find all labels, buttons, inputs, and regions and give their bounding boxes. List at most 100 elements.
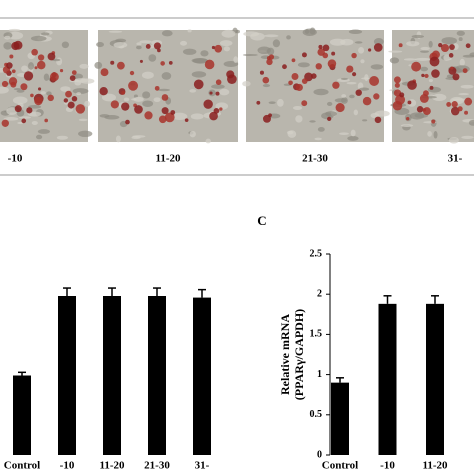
- lipid-droplet: [424, 73, 429, 79]
- lipid-droplet: [203, 99, 213, 109]
- lipid-droplet: [157, 48, 161, 53]
- cell-texture: [171, 112, 188, 121]
- lipid-droplet: [429, 85, 434, 90]
- lipid-droplet: [451, 101, 458, 108]
- cell-texture: [388, 50, 403, 53]
- cell-texture: [8, 28, 21, 32]
- lipid-droplet: [440, 43, 450, 53]
- cell-texture: [142, 100, 154, 107]
- lipid-droplet: [448, 53, 454, 58]
- cell-texture: [157, 88, 171, 92]
- cell-texture: [454, 65, 470, 73]
- cell-texture: [200, 50, 209, 57]
- cell-texture: [347, 135, 359, 141]
- lipid-droplet: [259, 70, 264, 75]
- lipid-droplet: [170, 110, 176, 115]
- cell-texture: [78, 130, 93, 138]
- cell-texture: [428, 78, 433, 83]
- cell-texture: [448, 136, 459, 144]
- lipid-droplet: [204, 59, 215, 70]
- panel-label: C: [257, 213, 266, 228]
- cell-texture: [28, 62, 34, 70]
- lipid-droplet: [65, 90, 72, 98]
- x-tick-label: -10: [380, 460, 395, 472]
- x-tick-label: 11-20: [99, 460, 125, 472]
- lipid-droplet: [168, 61, 173, 65]
- lipid-droplet: [6, 62, 13, 69]
- lipid-droplet: [47, 94, 54, 102]
- lipid-droplet: [161, 94, 169, 101]
- image-label: 11-20: [155, 153, 181, 165]
- cell-texture: [74, 78, 89, 83]
- cell-texture: [153, 97, 161, 103]
- cell-texture: [433, 130, 438, 139]
- lipid-droplet: [160, 61, 165, 66]
- cell-texture: [370, 64, 384, 70]
- cell-texture: [148, 54, 157, 62]
- cell-texture: [360, 59, 365, 64]
- cell-texture: [7, 31, 24, 40]
- cell-texture: [123, 97, 130, 102]
- lipid-droplet: [1, 119, 9, 127]
- lipid-droplet: [422, 108, 426, 112]
- cell-texture: [16, 89, 25, 93]
- cell-texture: [443, 54, 450, 61]
- cell-texture: [221, 29, 236, 38]
- lipid-droplet: [368, 48, 372, 52]
- cell-texture: [141, 71, 154, 79]
- cell-texture: [219, 88, 230, 96]
- cell-texture: [350, 129, 356, 137]
- cell-texture: [353, 109, 359, 116]
- lipid-droplet: [355, 89, 362, 96]
- cell-texture: [341, 94, 347, 98]
- lipid-droplet: [256, 100, 261, 105]
- cell-texture: [43, 73, 50, 81]
- y-axis-label: Relative mRNA: [278, 314, 292, 395]
- cell-texture: [0, 86, 9, 94]
- lipid-droplet: [21, 118, 27, 124]
- lipid-droplet: [394, 82, 400, 88]
- lipid-droplet: [121, 102, 130, 111]
- cell-texture: [411, 34, 424, 39]
- cell-texture: [287, 130, 297, 138]
- cell-texture: [389, 57, 400, 64]
- lipid-droplet: [318, 44, 323, 49]
- lipid-droplet: [457, 106, 463, 112]
- cell-texture: [79, 63, 89, 69]
- lipid-droplet: [158, 115, 167, 124]
- lipid-droplet: [419, 94, 429, 103]
- lipid-droplet: [327, 116, 332, 121]
- cell-texture: [4, 35, 11, 40]
- lipid-droplet: [34, 96, 43, 106]
- lipid-droplet: [411, 61, 422, 72]
- bar: [331, 382, 349, 455]
- cell-texture: [349, 94, 355, 99]
- bar: [426, 303, 444, 455]
- lipid-droplet: [37, 54, 45, 61]
- lipid-droplet: [431, 69, 440, 78]
- lipid-droplet: [407, 80, 417, 90]
- lipid-droplet: [209, 91, 213, 95]
- lipid-droplet: [399, 92, 405, 98]
- lipid-droplet: [38, 87, 42, 91]
- cell-texture: [3, 42, 12, 50]
- cell-texture: [139, 40, 152, 44]
- cell-texture: [60, 86, 71, 92]
- cell-texture: [233, 56, 239, 64]
- lipid-droplet: [26, 107, 33, 114]
- lipid-droplet: [346, 65, 354, 73]
- lipid-droplet: [153, 42, 161, 50]
- cell-texture: [133, 96, 144, 102]
- bar: [193, 297, 211, 455]
- cell-texture: [317, 127, 325, 132]
- cell-texture: [61, 41, 70, 49]
- lipid-droplet: [44, 118, 49, 123]
- cell-texture: [325, 111, 338, 117]
- lipid-droplet: [301, 100, 308, 107]
- lipid-droplet: [20, 83, 28, 91]
- lipid-droplet: [193, 79, 204, 90]
- lipid-droplet: [268, 54, 275, 60]
- lipid-droplet: [406, 117, 410, 121]
- cell-texture: [131, 98, 137, 101]
- cell-texture: [211, 84, 225, 89]
